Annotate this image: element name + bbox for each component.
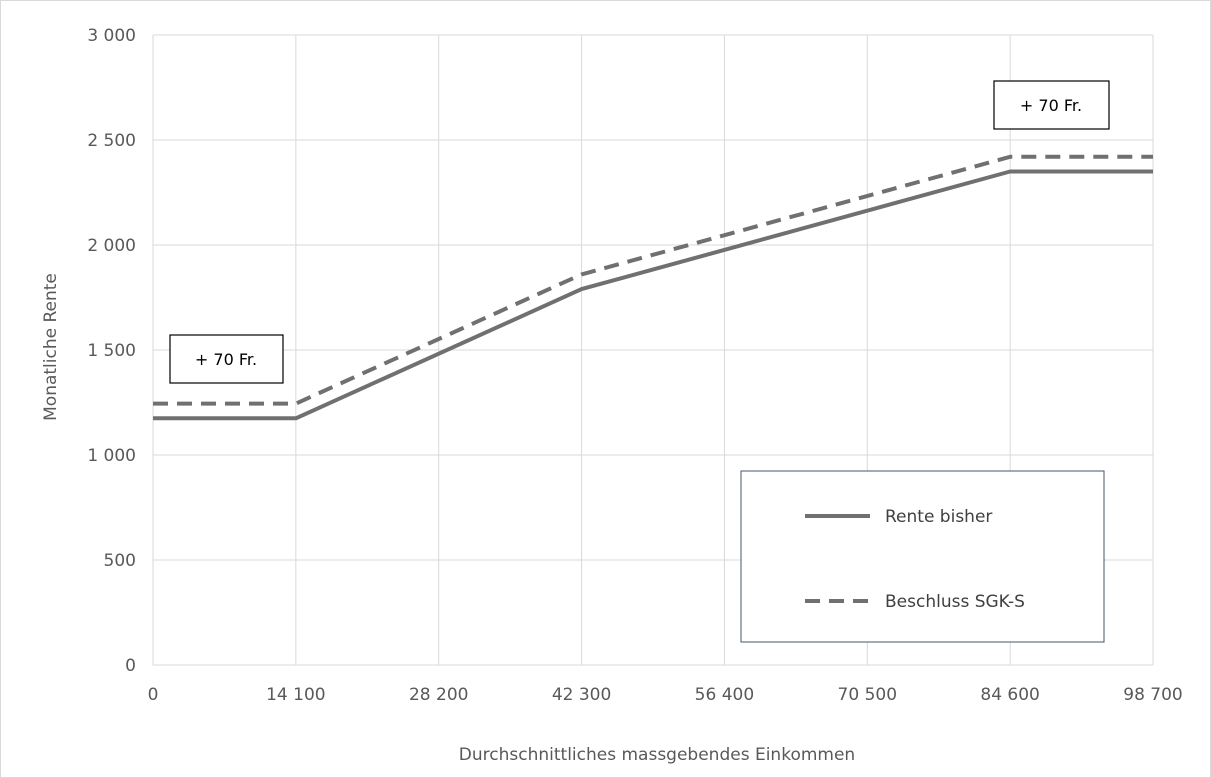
y-tick-label: 3 000	[87, 26, 136, 46]
legend-label-rente-bisher: Rente bisher	[885, 507, 992, 527]
y-tick-label: 1 500	[87, 341, 136, 361]
series-line-rente-bisher	[153, 169, 1153, 421]
x-tick-label: 14 100	[266, 685, 325, 705]
x-tick-label: 42 300	[552, 685, 611, 705]
x-tick-label: 28 200	[409, 685, 468, 705]
x-tick-label: 84 600	[980, 685, 1039, 705]
x-tick-label: 98 700	[1123, 685, 1182, 705]
x-axis-title: Durchschnittliches massgebendes Einkomme…	[459, 745, 855, 765]
legend-label-beschluss-sgk-s: Beschluss SGK-S	[885, 592, 1025, 612]
gridlines	[152, 34, 1154, 666]
annotation-left-box	[169, 334, 284, 384]
annotation-right-box	[993, 80, 1110, 130]
annotation-right-label: + 70 Fr.	[1020, 96, 1082, 115]
x-axis-tick-labels: 0 14 100 28 200 42 300 56 400 70 500 84 600 98 …	[148, 685, 1183, 705]
series-lines	[153, 154, 1153, 421]
annotation-left: + 70 Fr.	[169, 334, 284, 384]
y-axis-title: Monatliche Rente	[41, 273, 61, 421]
y-tick-label: 500	[104, 551, 136, 571]
annotation-right: + 70 Fr.	[993, 80, 1110, 130]
series-line-beschluss-sgk-s	[153, 154, 1153, 406]
x-tick-label: 0	[148, 685, 159, 705]
y-tick-label: 2 500	[87, 131, 136, 151]
y-tick-label: 1 000	[87, 446, 136, 466]
legend-box	[740, 470, 1105, 643]
y-tick-label: 2 000	[87, 236, 136, 256]
y-axis-tick-labels: 0 500 1 000 1 500 2 000 2 500 3 000	[87, 26, 136, 676]
legend: Rente bisher Beschluss SGK-S	[740, 470, 1105, 643]
x-tick-label: 56 400	[695, 685, 754, 705]
y-tick-label: 0	[125, 656, 136, 676]
x-tick-label: 70 500	[838, 685, 897, 705]
annotation-left-label: + 70 Fr.	[195, 350, 257, 369]
